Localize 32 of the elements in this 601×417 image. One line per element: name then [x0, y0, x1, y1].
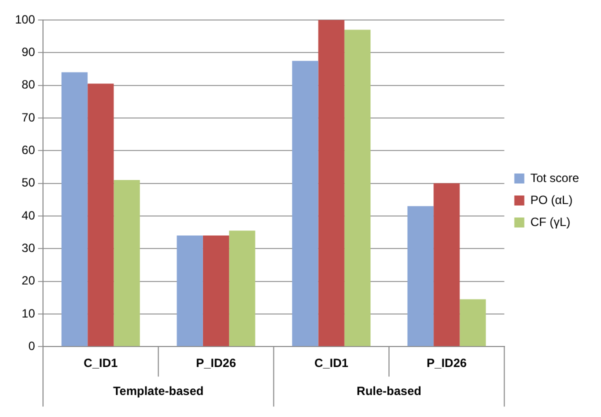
x-tick-label: C_ID1	[314, 356, 349, 370]
y-tick-label: 90	[22, 44, 36, 59]
y-tick-label: 0	[28, 338, 36, 353]
y-tick-label: 50	[22, 176, 36, 190]
bar	[61, 72, 88, 346]
bar	[114, 180, 140, 346]
bar	[318, 20, 344, 346]
legend-label: Tot score	[530, 170, 580, 185]
bar	[202, 236, 230, 346]
y-tick-label: 30	[22, 240, 36, 255]
y-tick-label: 10	[22, 306, 36, 320]
bar	[292, 60, 318, 346]
legend-label: PO (αL)	[530, 192, 573, 207]
text: Rule-based	[356, 384, 422, 398]
bar	[229, 230, 256, 346]
y-tick-label: 70	[22, 110, 36, 124]
x-tick-label: P_ID26	[426, 356, 467, 370]
text: Template-based	[113, 384, 204, 398]
x-tick-label: C_ID1	[84, 356, 118, 370]
bar	[407, 206, 434, 346]
bar	[460, 299, 486, 346]
y-tick-label: 100	[14, 12, 36, 26]
bar	[344, 30, 371, 346]
legend-label: CF (γL)	[530, 214, 570, 229]
y-tick-label: 20	[22, 274, 36, 288]
x-tick-label: P_ID26	[196, 356, 236, 370]
bar	[176, 236, 203, 346]
y-tick-label: 40	[22, 208, 36, 222]
bar	[434, 183, 460, 346]
y-tick-label: 60	[22, 142, 36, 157]
bar	[88, 84, 114, 346]
y-tick-label: 80	[22, 78, 36, 92]
